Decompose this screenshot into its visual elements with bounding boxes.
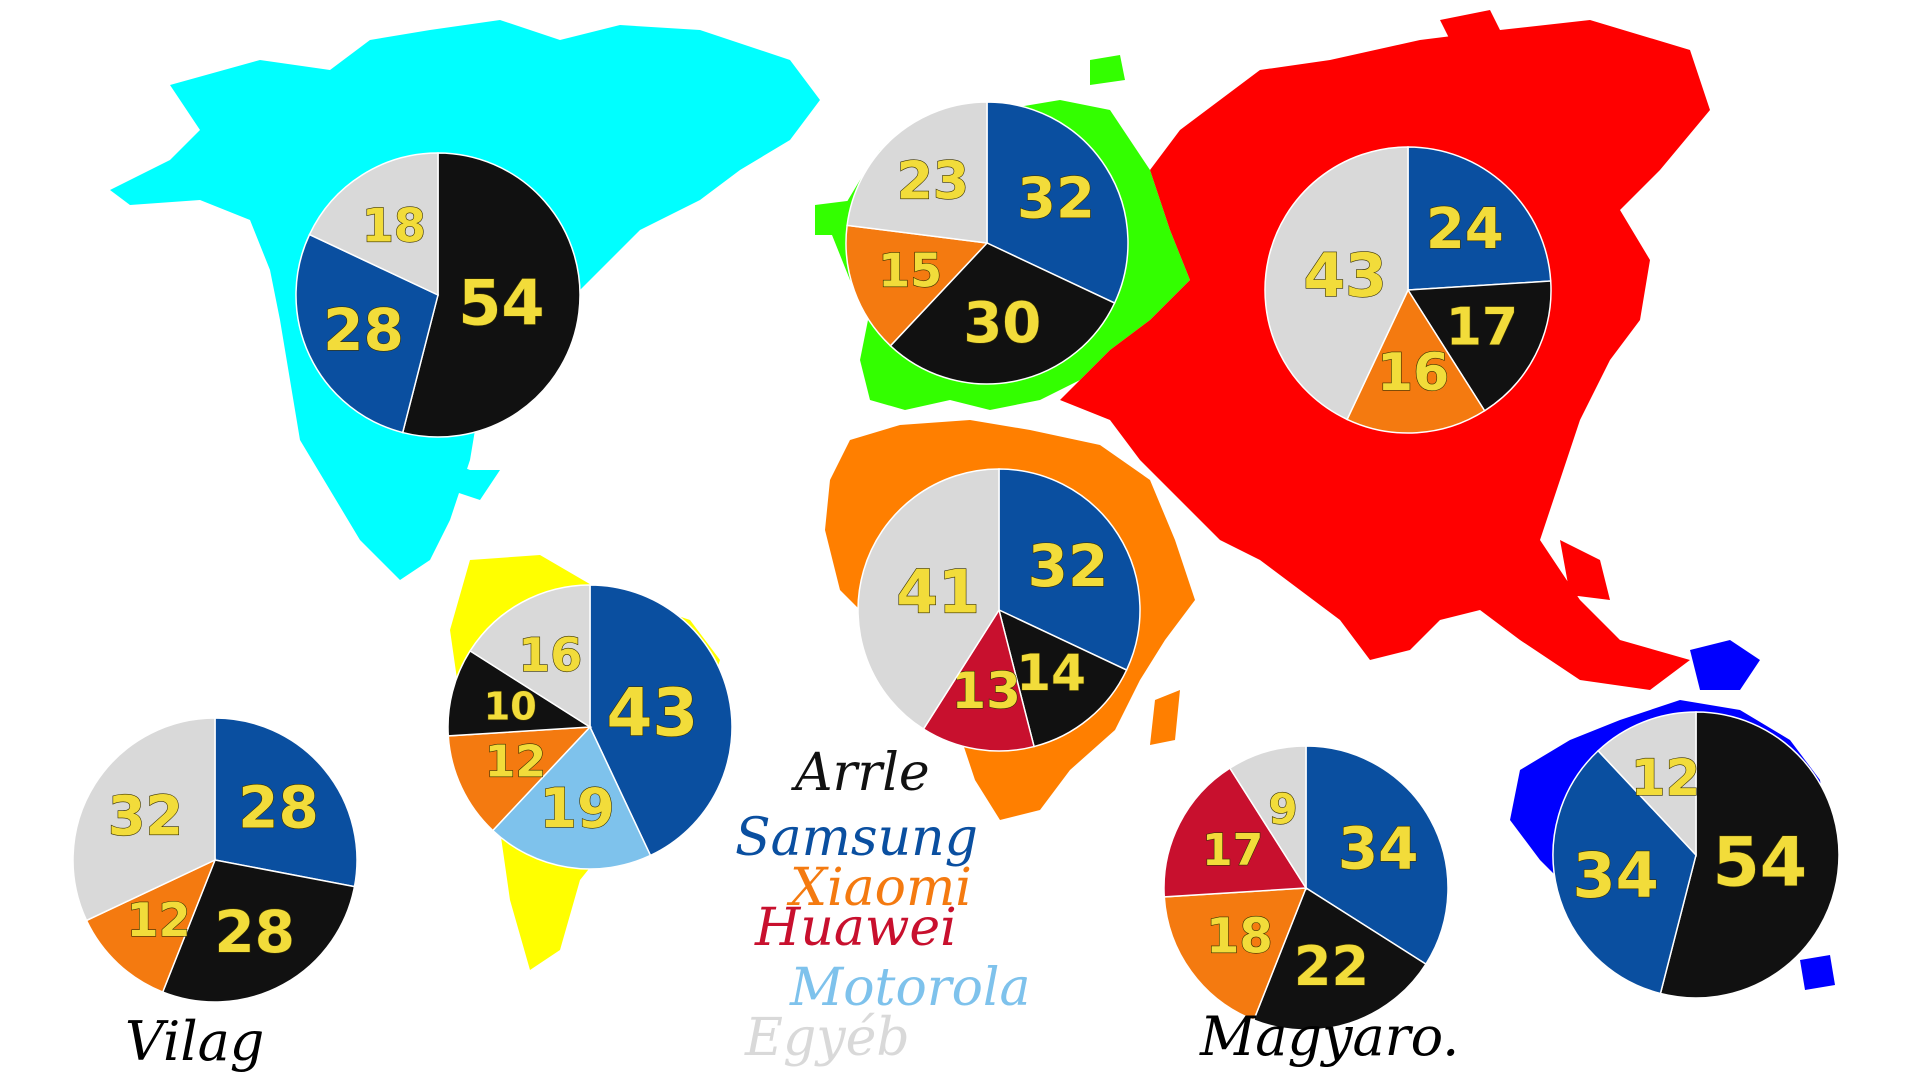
legend-label-samsung: Samsung [735,808,978,868]
pie-label-world-xiaomi: 12 [127,893,191,947]
pie-label-africa-egyéb: 41 [896,557,980,627]
pie-label-europe-apple: 30 [963,291,1041,356]
pie-label-hungary-samsung: 34 [1338,814,1419,882]
legend: Arrle Samsung Xiaomi Huawei Motorola Egy… [735,743,1031,1068]
pie-hungary: 34 22 18 179 [1163,745,1449,1031]
pie-slice-europe-egyéb [846,101,988,244]
pie-label-africa-samsung: 32 [1028,532,1109,600]
pie-slice-south-america-motorola [491,725,652,870]
pie-label-oceania-samsung: 34 [1573,839,1659,912]
pie-label-asia-apple: 17 [1446,298,1518,358]
pie-label-world-apple: 28 [214,898,295,966]
pie-label-europe-xiaomi: 15 [878,244,942,298]
pie-slice-hungary-samsung [1305,745,1449,966]
pie-north-america: 54 28 18 [295,152,581,438]
pie-slice-africa-egyéb [857,468,1000,731]
pie-label-asia-samsung: 24 [1426,197,1504,262]
pie-slice-europe-xiaomi [845,224,989,347]
pie-label-oceania-egyéb: 12 [1631,749,1701,807]
pie-label-south-america-xiaomi: 12 [485,737,546,788]
pie-slice-world-samsung [214,717,358,888]
caption-hungary: Magyaro. [1199,1005,1459,1068]
legend-label-xiaomi: Xiaomi [786,858,972,918]
legend-label-motorola: Motorola [789,958,1031,1018]
pie-label-asia-xiaomi: 16 [1377,343,1449,403]
pie-slice-asia-xiaomi [1346,288,1486,434]
caption-world: Vilag [125,1010,264,1073]
pie-slice-oceania-egyéb [1597,711,1697,857]
pie-slice-asia-egyéb [1264,146,1409,421]
pie-label-asia-egyéb: 43 [1303,241,1387,311]
pie-slice-asia-apple [1406,280,1552,412]
legend-label-huawei: Huawei [754,898,957,958]
pie-label-north-america-egyéb: 18 [362,199,426,253]
pie-slice-south-america-egyéb [469,584,591,729]
pie-slice-north-america-samsung [295,233,439,434]
pie-slice-world-egyéb [72,717,216,922]
legend-label-egyeb: Egyéb [744,1008,910,1068]
pie-label-europe-samsung: 32 [1017,167,1095,232]
pie-label-world-samsung: 28 [238,774,319,842]
pie-label-south-america-motorola: 19 [540,777,615,840]
pie-label-north-america-apple: 54 [458,267,544,340]
pie-label-africa-huawei: 13 [951,662,1021,720]
pie-slice-south-america-samsung [589,584,733,857]
pie-label-europe-egyéb: 23 [897,152,969,212]
pie-slice-hungary-egyéb [1228,745,1307,891]
pie-label-hungary-huawei: 17 [1202,825,1263,876]
pie-label-world-egyéb: 32 [108,784,183,847]
pie-label-south-america-apple: 10 [484,685,537,729]
pie-oceania: 54 34 12 [1552,711,1840,999]
pie-label-hungary-xiaomi: 18 [1206,908,1273,964]
pie-world: 28 28 12 32 [72,717,358,1003]
pie-slice-north-america-egyéb [308,152,439,297]
pie-slice-africa-apple [997,608,1128,748]
pie-slice-south-america-xiaomi [447,726,592,832]
pie-label-north-america-samsung: 28 [323,296,404,364]
pie-slice-hungary-huawei [1163,767,1308,898]
pie-slice-europe-samsung [986,101,1129,305]
pie-label-hungary-egyéb: 9 [1268,784,1297,833]
pie-slice-world-xiaomi [85,858,217,994]
pie-slice-south-america-apple [447,649,593,737]
pie-label-oceania-apple: 54 [1712,824,1807,903]
pie-slice-asia-samsung [1407,146,1552,291]
pie-slice-north-america-apple [401,152,581,438]
pie-slice-hungary-xiaomi [1163,887,1308,1022]
pie-label-south-america-samsung: 43 [606,675,698,752]
pie-europe: 32 30 15 23 [845,101,1129,385]
pie-slice-africa-huawei [922,608,1035,752]
legend-label-apple: Arrle [791,743,930,803]
pie-slice-europe-apple [889,242,1116,385]
pie-slice-africa-samsung [998,468,1141,672]
pie-label-hungary-apple: 22 [1294,935,1369,998]
pie-label-south-america-egyéb: 16 [518,628,582,682]
pie-slice-world-apple [161,859,356,1003]
pie-slice-hungary-apple [1252,886,1427,1031]
pie-label-africa-apple: 14 [1016,644,1086,702]
pie-slice-oceania-apple [1659,711,1840,999]
pie-slice-oceania-samsung [1552,749,1697,995]
